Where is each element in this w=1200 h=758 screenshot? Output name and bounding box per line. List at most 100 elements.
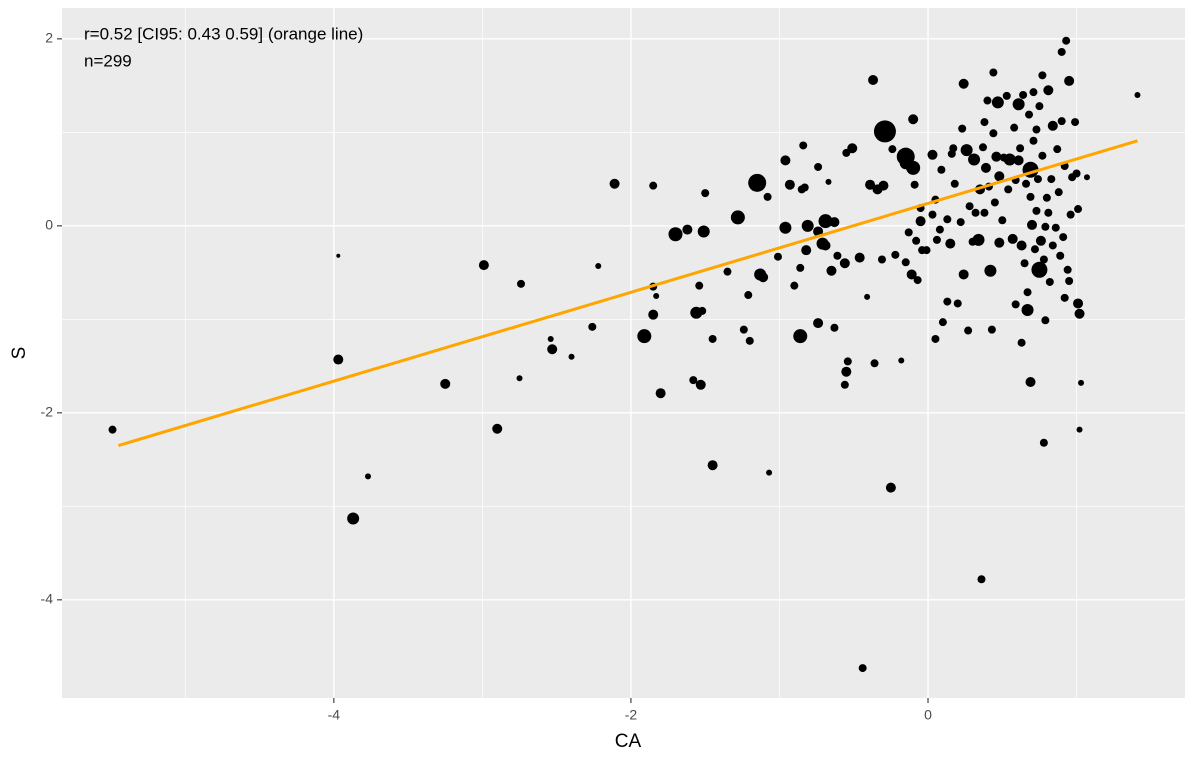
point [568, 353, 575, 360]
point [1072, 169, 1081, 178]
point [1047, 120, 1058, 131]
point [1066, 210, 1075, 219]
point [784, 179, 795, 190]
point [873, 120, 896, 143]
point [1017, 338, 1026, 347]
point [730, 210, 745, 225]
point [983, 96, 992, 105]
point [682, 224, 693, 235]
point [964, 326, 973, 335]
point [818, 214, 833, 229]
point [1025, 110, 1034, 119]
point [1041, 316, 1050, 325]
point [943, 297, 952, 306]
point [841, 366, 852, 377]
point [932, 235, 941, 244]
point [1025, 376, 1036, 387]
point [1071, 118, 1080, 127]
point [796, 263, 805, 272]
point [937, 165, 946, 174]
point [708, 334, 717, 343]
fit-line [118, 139, 1138, 447]
point [826, 265, 837, 276]
point [1019, 90, 1028, 99]
point [1056, 251, 1065, 260]
point [773, 252, 782, 261]
point [912, 236, 921, 245]
point [440, 378, 451, 389]
point [801, 245, 812, 256]
y-tick-label: -4 [41, 591, 54, 607]
point [517, 279, 526, 288]
point [864, 293, 871, 300]
point [1048, 241, 1057, 250]
point [1076, 426, 1083, 433]
point [1064, 75, 1075, 86]
point [980, 162, 991, 173]
point [813, 318, 824, 329]
point [943, 215, 952, 224]
point [1031, 261, 1048, 278]
point [991, 151, 1002, 162]
point [980, 208, 989, 217]
point [1063, 265, 1072, 274]
point [1042, 193, 1051, 202]
point [588, 322, 597, 331]
x-tick-label: 0 [924, 707, 932, 723]
point [1054, 188, 1063, 197]
point [748, 173, 767, 192]
point [978, 143, 987, 152]
point [1039, 255, 1048, 264]
point [1029, 88, 1038, 97]
point [1078, 379, 1085, 386]
point [492, 423, 503, 434]
point [689, 376, 698, 385]
point [813, 226, 824, 237]
point [931, 334, 940, 343]
point [780, 155, 791, 166]
point [1016, 240, 1027, 251]
point [854, 252, 865, 263]
y-tick-label: -2 [41, 404, 54, 420]
point [825, 178, 832, 185]
point [885, 482, 896, 493]
point [1011, 300, 1020, 309]
point [878, 180, 889, 191]
point [949, 144, 958, 153]
point [1003, 153, 1016, 166]
point [945, 238, 956, 249]
point [1038, 151, 1047, 160]
point [648, 309, 659, 320]
point [1057, 47, 1066, 56]
x-tick-label: -2 [625, 707, 638, 723]
point [935, 225, 944, 234]
point [1074, 308, 1085, 319]
point [958, 78, 969, 89]
point [478, 260, 489, 271]
point [915, 216, 926, 227]
point [829, 217, 840, 228]
point [950, 179, 959, 188]
point [928, 210, 937, 219]
annotation: n=299 [84, 51, 132, 70]
point [910, 180, 919, 189]
point [1035, 102, 1044, 111]
point [898, 357, 905, 364]
point [956, 218, 965, 227]
point [1029, 136, 1038, 145]
point [877, 255, 886, 264]
y-axis-title: S [9, 347, 30, 360]
point [839, 258, 850, 269]
point [744, 291, 753, 300]
point [1134, 91, 1141, 98]
x-axis-title: CA [615, 731, 642, 752]
point [1021, 303, 1034, 316]
annotation: r=0.52 [CI95: 0.43 0.59] (orange line) [84, 24, 363, 43]
point [637, 329, 652, 344]
point [1016, 144, 1025, 153]
point [1035, 235, 1046, 246]
point [1020, 259, 1029, 268]
points [108, 36, 1141, 673]
point [516, 375, 523, 382]
point [695, 281, 704, 290]
